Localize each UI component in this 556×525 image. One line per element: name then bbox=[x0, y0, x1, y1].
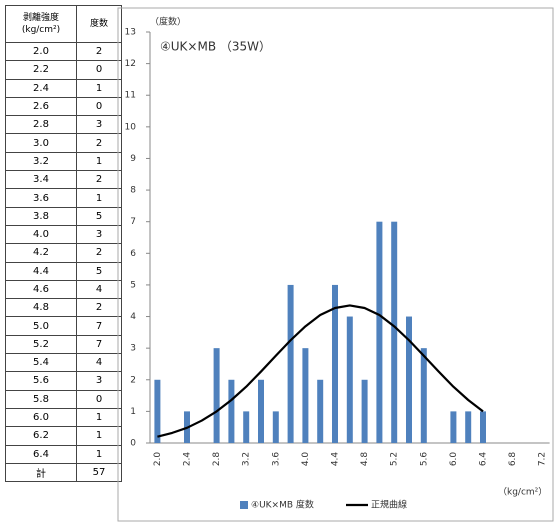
bar bbox=[302, 348, 309, 443]
table-row: 3.6 1 bbox=[5, 188, 122, 208]
legend-label: 正規曲線 bbox=[371, 499, 407, 511]
table-row: 4.4 5 bbox=[5, 261, 122, 281]
x-tick-label: 6.0 bbox=[449, 452, 459, 467]
bar bbox=[361, 379, 368, 443]
x-tick-label: 4.0 bbox=[301, 452, 311, 467]
y-tick-label: 9 bbox=[130, 154, 136, 164]
bar bbox=[346, 316, 353, 443]
table-row: 3.0 2 bbox=[5, 133, 122, 153]
y-tick-label: 8 bbox=[130, 186, 136, 196]
x-tick-label: 2.0 bbox=[153, 452, 163, 467]
table-row: 5.4 4 bbox=[5, 353, 122, 373]
bar bbox=[406, 316, 412, 443]
table-row: 計 57 bbox=[5, 462, 122, 483]
table-cell: 4 bbox=[76, 353, 122, 373]
y-axis-label: （度数） bbox=[150, 16, 186, 28]
bar bbox=[258, 379, 264, 443]
table-cell: 2 bbox=[76, 133, 122, 153]
x-tick-label: 2.8 bbox=[212, 452, 222, 467]
table-row: 剥離強度 (kg/cm²) 度数 bbox=[5, 5, 122, 43]
table-cell: 剥離強度 (kg/cm²) bbox=[5, 5, 77, 43]
bar bbox=[420, 348, 427, 443]
chart-title: ④UK×MB （35W） bbox=[160, 40, 271, 54]
table-cell: 3 bbox=[76, 115, 122, 135]
x-axis-label: （kg/cm²） bbox=[498, 487, 547, 498]
bar bbox=[243, 411, 250, 443]
table-cell: 57 bbox=[76, 462, 122, 483]
bar bbox=[272, 411, 279, 443]
chart-frame bbox=[117, 7, 554, 522]
bar bbox=[376, 221, 383, 443]
table-row: 4.8 2 bbox=[5, 298, 122, 318]
y-tick-label: 2 bbox=[130, 375, 136, 385]
y-tick-label: 7 bbox=[130, 217, 136, 227]
x-tick-label: 3.6 bbox=[271, 452, 281, 467]
table-row: 2.4 1 bbox=[5, 78, 122, 98]
bar bbox=[332, 284, 338, 443]
table-cell: 度数 bbox=[76, 5, 122, 43]
bar bbox=[465, 411, 472, 443]
x-tick-label: 7.2 bbox=[538, 452, 548, 466]
bar bbox=[317, 379, 324, 443]
legend-swatch bbox=[240, 501, 248, 509]
x-tick-label: 2.4 bbox=[183, 452, 193, 467]
table-row: 5.0 7 bbox=[5, 316, 122, 336]
x-tick-label: 5.2 bbox=[390, 452, 400, 466]
normal-curve bbox=[157, 304, 484, 438]
bar bbox=[391, 221, 398, 443]
y-tick-label: 5 bbox=[130, 280, 136, 290]
x-tick-label: 4.4 bbox=[331, 452, 341, 467]
table-row: 3.8 5 bbox=[5, 206, 122, 226]
x-tick-label: 6.8 bbox=[508, 452, 518, 467]
bar bbox=[154, 379, 161, 443]
legend-label: ④UK×MB 度数 bbox=[251, 499, 314, 511]
table-cell: 計 bbox=[5, 462, 77, 483]
table-row: 6.4 1 bbox=[5, 444, 122, 464]
data-table: 剥離強度 (kg/cm²) 度数 2.0 2 2.2 0 2.4 1 2.6 0 2.8 3 3.0 2 3… bbox=[5, 5, 122, 483]
x-tick-label: 6.4 bbox=[479, 452, 489, 467]
y-tick-label: 10 bbox=[125, 122, 137, 132]
table-row: 6.2 1 bbox=[5, 426, 122, 446]
x-tick-label: 5.6 bbox=[419, 452, 429, 467]
y-tick-label: 6 bbox=[130, 249, 136, 259]
y-tick-label: 11 bbox=[125, 91, 136, 101]
y-tick-label: 3 bbox=[130, 344, 136, 354]
y-tick-label: 12 bbox=[125, 59, 136, 69]
table-row: 2.2 0 bbox=[5, 60, 122, 80]
y-tick-label: 0 bbox=[130, 439, 136, 449]
table-row: 4.0 3 bbox=[5, 224, 122, 245]
bar bbox=[228, 379, 235, 443]
x-tick-label: 4.8 bbox=[360, 452, 370, 467]
bar bbox=[213, 348, 220, 443]
y-tick-label: 13 bbox=[125, 28, 136, 38]
table-row: 2.8 3 bbox=[5, 115, 122, 135]
bar bbox=[450, 411, 457, 443]
y-tick-label: 4 bbox=[130, 312, 136, 322]
bar bbox=[480, 411, 486, 443]
x-tick-label: 3.2 bbox=[242, 452, 252, 466]
y-tick-label: 1 bbox=[130, 407, 136, 417]
bar bbox=[287, 284, 294, 443]
